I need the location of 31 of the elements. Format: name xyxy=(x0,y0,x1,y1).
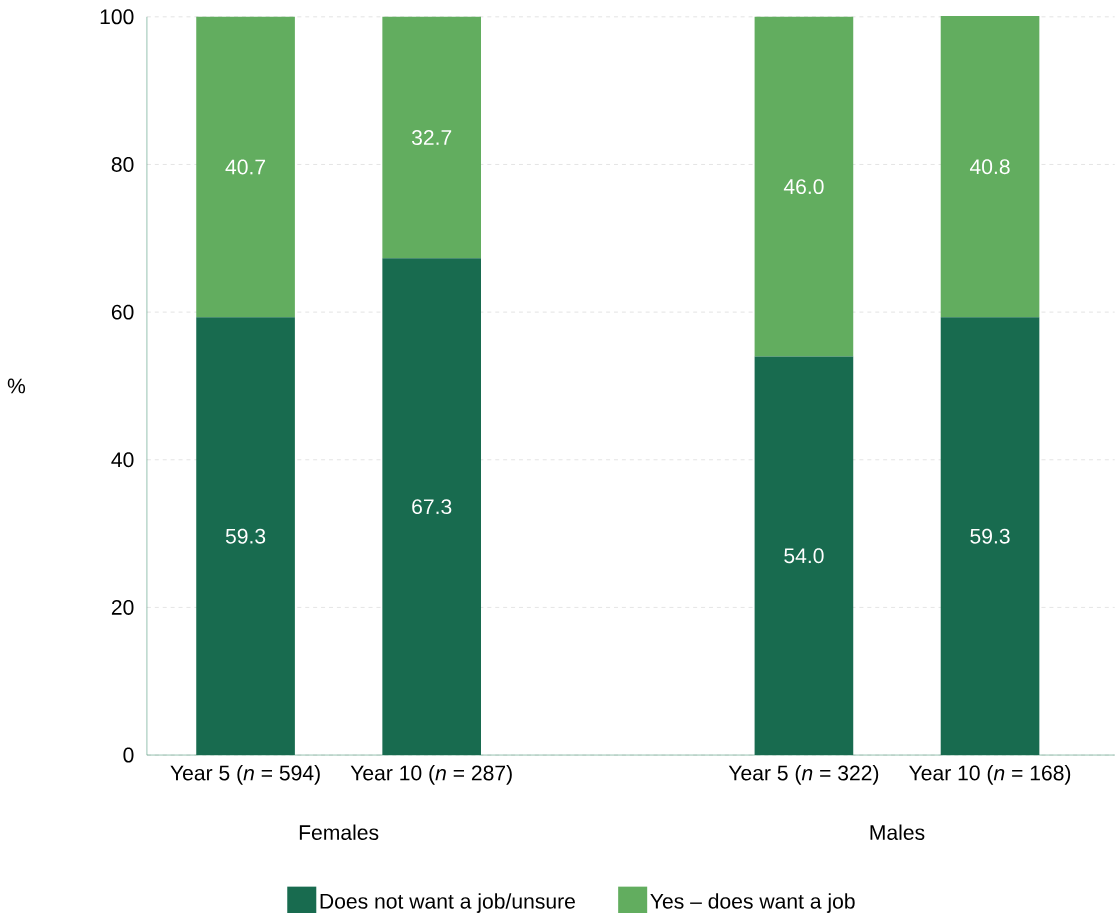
x-tick-label: Year 10 (n = 287) xyxy=(350,765,512,785)
data-label: 54.0 xyxy=(784,548,824,564)
x-tick-label: Year 5 (n = 322) xyxy=(728,765,879,785)
data-label: 40.7 xyxy=(225,159,266,175)
bar xyxy=(940,16,1040,318)
y-tick-label: 0 xyxy=(123,747,134,763)
x-tick-label: Year 10 (n = 168) xyxy=(909,765,1071,785)
data-label: 40.8 xyxy=(969,159,1010,175)
text: Females xyxy=(299,824,379,840)
y-axis-title: % xyxy=(7,378,26,394)
y-tick-label: 80 xyxy=(111,157,134,172)
legend-label: Yes – does want a job xyxy=(650,893,855,913)
bar xyxy=(382,258,481,756)
data-label: 67.3 xyxy=(412,499,452,515)
bar xyxy=(754,356,854,756)
bar xyxy=(382,16,481,259)
bar xyxy=(940,317,1040,756)
data-label: 59.3 xyxy=(225,528,266,544)
data-label: 59.3 xyxy=(970,528,1010,544)
x-tick-label: Year 5 (n = 594) xyxy=(170,765,320,785)
y-tick-label: 40 xyxy=(111,452,134,468)
y-tick-label: 20 xyxy=(111,599,134,615)
data-label: 46.0 xyxy=(783,179,824,195)
y-tick-label: 60 xyxy=(111,304,134,320)
data-label: 32.7 xyxy=(411,130,452,145)
bar xyxy=(196,16,295,318)
legend-label: Does not want a job/unsure xyxy=(320,893,575,913)
bar xyxy=(196,317,295,756)
text: Males xyxy=(870,824,925,840)
bar xyxy=(754,16,854,357)
y-tick-label: 100 xyxy=(100,9,134,25)
